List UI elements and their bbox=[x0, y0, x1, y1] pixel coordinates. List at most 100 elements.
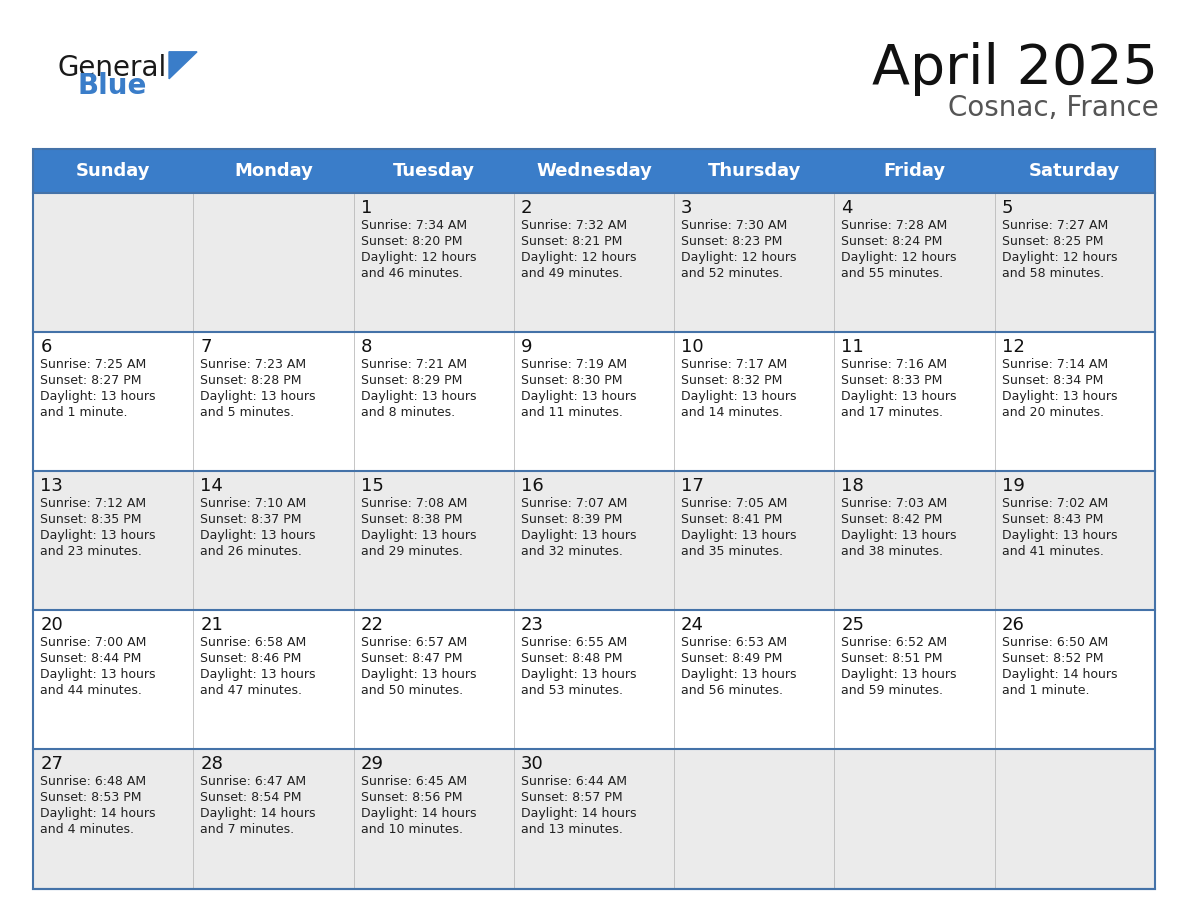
Text: Sunrise: 7:32 AM: Sunrise: 7:32 AM bbox=[520, 218, 627, 231]
Text: Sunset: 8:52 PM: Sunset: 8:52 PM bbox=[1001, 653, 1102, 666]
Bar bbox=[33, 471, 1155, 610]
Text: 15: 15 bbox=[361, 477, 384, 495]
Text: and 23 minutes.: and 23 minutes. bbox=[40, 545, 143, 558]
Text: and 52 minutes.: and 52 minutes. bbox=[681, 267, 783, 280]
Text: and 35 minutes.: and 35 minutes. bbox=[681, 545, 783, 558]
Text: Sunset: 8:37 PM: Sunset: 8:37 PM bbox=[201, 513, 302, 526]
Text: Sunset: 8:21 PM: Sunset: 8:21 PM bbox=[520, 235, 623, 248]
Text: Sunrise: 7:02 AM: Sunrise: 7:02 AM bbox=[1001, 498, 1107, 510]
Text: 14: 14 bbox=[201, 477, 223, 495]
Text: Sunrise: 6:48 AM: Sunrise: 6:48 AM bbox=[40, 776, 146, 789]
Text: and 7 minutes.: and 7 minutes. bbox=[201, 823, 295, 836]
Text: Daylight: 13 hours: Daylight: 13 hours bbox=[1001, 529, 1117, 543]
Text: Sunrise: 6:50 AM: Sunrise: 6:50 AM bbox=[1001, 636, 1107, 649]
Text: Daylight: 13 hours: Daylight: 13 hours bbox=[841, 390, 956, 403]
Text: and 4 minutes.: and 4 minutes. bbox=[40, 823, 134, 836]
Text: Sunset: 8:44 PM: Sunset: 8:44 PM bbox=[40, 653, 141, 666]
Text: 19: 19 bbox=[1001, 477, 1024, 495]
Text: Sunrise: 7:23 AM: Sunrise: 7:23 AM bbox=[201, 358, 307, 371]
Text: Sunset: 8:46 PM: Sunset: 8:46 PM bbox=[201, 653, 302, 666]
Text: Daylight: 13 hours: Daylight: 13 hours bbox=[361, 390, 476, 403]
Text: and 10 minutes.: and 10 minutes. bbox=[361, 823, 462, 836]
Text: Daylight: 13 hours: Daylight: 13 hours bbox=[841, 668, 956, 681]
Text: and 53 minutes.: and 53 minutes. bbox=[520, 684, 623, 698]
Text: 24: 24 bbox=[681, 616, 704, 634]
Text: Cosnac, France: Cosnac, France bbox=[948, 95, 1158, 122]
Text: Sunset: 8:41 PM: Sunset: 8:41 PM bbox=[681, 513, 783, 526]
Text: Sunrise: 7:21 AM: Sunrise: 7:21 AM bbox=[361, 358, 467, 371]
Text: Sunrise: 6:45 AM: Sunrise: 6:45 AM bbox=[361, 776, 467, 789]
Bar bbox=[33, 749, 1155, 889]
Text: and 1 minute.: and 1 minute. bbox=[1001, 684, 1089, 698]
Text: Daylight: 14 hours: Daylight: 14 hours bbox=[201, 808, 316, 821]
Text: Sunset: 8:48 PM: Sunset: 8:48 PM bbox=[520, 653, 623, 666]
Text: Sunset: 8:49 PM: Sunset: 8:49 PM bbox=[681, 653, 783, 666]
Text: and 13 minutes.: and 13 minutes. bbox=[520, 823, 623, 836]
Text: April 2025: April 2025 bbox=[872, 42, 1158, 95]
Text: Daylight: 12 hours: Daylight: 12 hours bbox=[1001, 251, 1117, 263]
Text: Daylight: 13 hours: Daylight: 13 hours bbox=[40, 529, 156, 543]
Text: and 29 minutes.: and 29 minutes. bbox=[361, 545, 462, 558]
Text: Daylight: 13 hours: Daylight: 13 hours bbox=[201, 529, 316, 543]
Text: Wednesday: Wednesday bbox=[536, 162, 652, 180]
Text: Daylight: 12 hours: Daylight: 12 hours bbox=[841, 251, 956, 263]
Text: 13: 13 bbox=[40, 477, 63, 495]
Text: Sunset: 8:25 PM: Sunset: 8:25 PM bbox=[1001, 235, 1102, 248]
Text: Sunrise: 7:34 AM: Sunrise: 7:34 AM bbox=[361, 218, 467, 231]
Text: and 47 minutes.: and 47 minutes. bbox=[201, 684, 303, 698]
Text: Sunrise: 6:44 AM: Sunrise: 6:44 AM bbox=[520, 776, 627, 789]
Text: Sunset: 8:39 PM: Sunset: 8:39 PM bbox=[520, 513, 623, 526]
Text: Daylight: 13 hours: Daylight: 13 hours bbox=[40, 390, 156, 403]
Text: Sunset: 8:24 PM: Sunset: 8:24 PM bbox=[841, 235, 943, 248]
Bar bbox=[33, 610, 1155, 749]
Text: Sunset: 8:38 PM: Sunset: 8:38 PM bbox=[361, 513, 462, 526]
Text: Sunset: 8:57 PM: Sunset: 8:57 PM bbox=[520, 791, 623, 804]
Text: Daylight: 13 hours: Daylight: 13 hours bbox=[520, 668, 637, 681]
Text: and 20 minutes.: and 20 minutes. bbox=[1001, 406, 1104, 419]
Text: Sunset: 8:51 PM: Sunset: 8:51 PM bbox=[841, 653, 943, 666]
Text: 1: 1 bbox=[361, 199, 372, 217]
Text: and 59 minutes.: and 59 minutes. bbox=[841, 684, 943, 698]
Text: Sunrise: 7:08 AM: Sunrise: 7:08 AM bbox=[361, 498, 467, 510]
Text: Sunrise: 6:47 AM: Sunrise: 6:47 AM bbox=[201, 776, 307, 789]
Text: and 50 minutes.: and 50 minutes. bbox=[361, 684, 463, 698]
Text: Sunset: 8:20 PM: Sunset: 8:20 PM bbox=[361, 235, 462, 248]
Text: Daylight: 13 hours: Daylight: 13 hours bbox=[681, 529, 797, 543]
Text: 5: 5 bbox=[1001, 199, 1013, 217]
Text: Sunrise: 7:16 AM: Sunrise: 7:16 AM bbox=[841, 358, 948, 371]
Text: 3: 3 bbox=[681, 199, 693, 217]
Text: 29: 29 bbox=[361, 756, 384, 774]
Text: Sunday: Sunday bbox=[76, 162, 151, 180]
Text: Saturday: Saturday bbox=[1029, 162, 1120, 180]
Text: and 8 minutes.: and 8 minutes. bbox=[361, 406, 455, 419]
Text: Daylight: 13 hours: Daylight: 13 hours bbox=[520, 390, 637, 403]
Text: Sunrise: 7:19 AM: Sunrise: 7:19 AM bbox=[520, 358, 627, 371]
Text: Sunrise: 7:00 AM: Sunrise: 7:00 AM bbox=[40, 636, 146, 649]
Text: Daylight: 13 hours: Daylight: 13 hours bbox=[201, 668, 316, 681]
Text: 30: 30 bbox=[520, 756, 544, 774]
Text: Sunrise: 7:07 AM: Sunrise: 7:07 AM bbox=[520, 498, 627, 510]
Text: 6: 6 bbox=[40, 338, 51, 356]
Text: Sunrise: 6:58 AM: Sunrise: 6:58 AM bbox=[201, 636, 307, 649]
Text: 8: 8 bbox=[361, 338, 372, 356]
Text: Sunset: 8:28 PM: Sunset: 8:28 PM bbox=[201, 374, 302, 387]
Text: Daylight: 13 hours: Daylight: 13 hours bbox=[361, 668, 476, 681]
Text: Daylight: 13 hours: Daylight: 13 hours bbox=[201, 390, 316, 403]
Text: and 32 minutes.: and 32 minutes. bbox=[520, 545, 623, 558]
Text: and 58 minutes.: and 58 minutes. bbox=[1001, 267, 1104, 280]
Text: Daylight: 14 hours: Daylight: 14 hours bbox=[40, 808, 156, 821]
Text: Daylight: 12 hours: Daylight: 12 hours bbox=[520, 251, 637, 263]
Text: Sunset: 8:27 PM: Sunset: 8:27 PM bbox=[40, 374, 141, 387]
Text: Sunset: 8:30 PM: Sunset: 8:30 PM bbox=[520, 374, 623, 387]
Text: Daylight: 14 hours: Daylight: 14 hours bbox=[361, 808, 476, 821]
Text: Sunrise: 7:17 AM: Sunrise: 7:17 AM bbox=[681, 358, 788, 371]
Text: 20: 20 bbox=[40, 616, 63, 634]
Text: Sunrise: 6:57 AM: Sunrise: 6:57 AM bbox=[361, 636, 467, 649]
Text: Sunrise: 6:55 AM: Sunrise: 6:55 AM bbox=[520, 636, 627, 649]
Text: Sunrise: 7:28 AM: Sunrise: 7:28 AM bbox=[841, 218, 948, 231]
Text: Sunset: 8:42 PM: Sunset: 8:42 PM bbox=[841, 513, 943, 526]
Bar bbox=[33, 332, 1155, 471]
Text: Sunset: 8:47 PM: Sunset: 8:47 PM bbox=[361, 653, 462, 666]
Text: 7: 7 bbox=[201, 338, 211, 356]
Text: Sunset: 8:43 PM: Sunset: 8:43 PM bbox=[1001, 513, 1102, 526]
